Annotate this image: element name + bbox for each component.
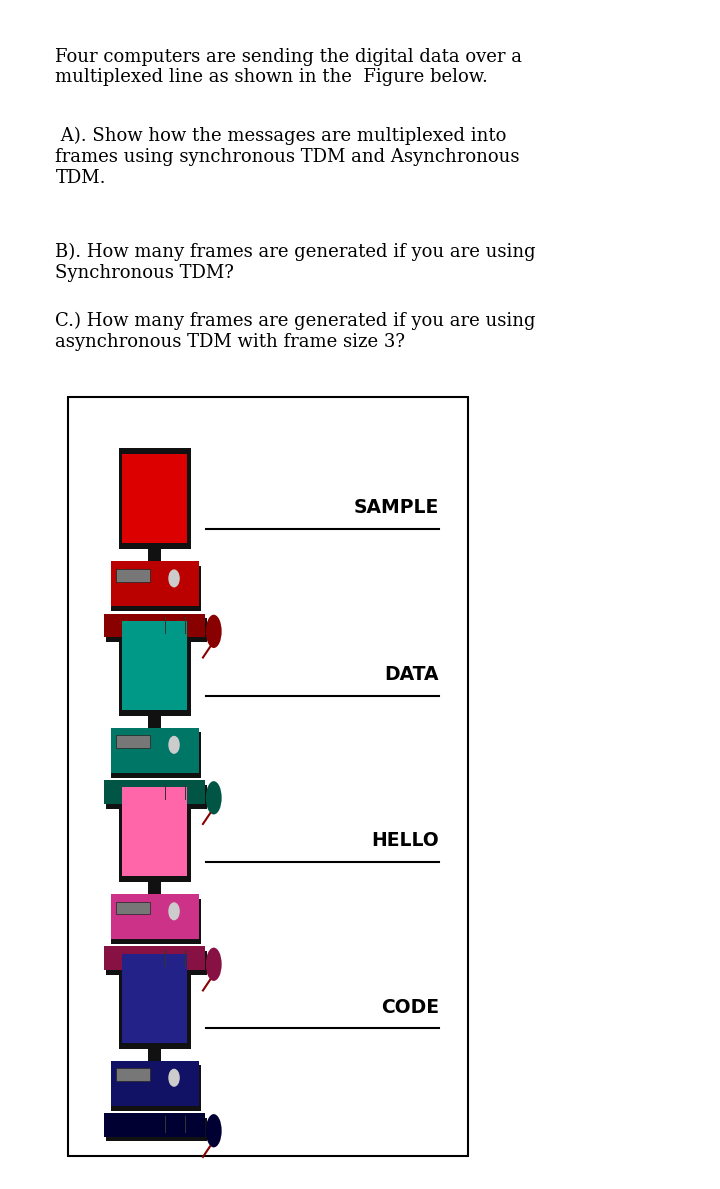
Text: Four computers are sending the digital data over a
multiplexed line as shown in : Four computers are sending the digital d… — [55, 48, 523, 87]
Text: SAMPLE: SAMPLE — [354, 498, 439, 517]
Circle shape — [169, 1069, 179, 1086]
Bar — [111, 1065, 202, 1111]
Bar — [117, 901, 150, 914]
Bar — [104, 614, 205, 637]
Bar — [165, 950, 166, 967]
Bar — [165, 617, 166, 634]
Bar — [68, 397, 468, 1156]
Bar — [104, 780, 205, 804]
Bar — [148, 710, 161, 728]
Ellipse shape — [206, 948, 222, 981]
Circle shape — [169, 902, 179, 919]
Text: C.) How many frames are generated if you are using
asynchronous TDM with frame s: C.) How many frames are generated if you… — [55, 312, 536, 351]
Bar — [165, 784, 166, 800]
Bar — [122, 454, 187, 543]
Bar — [106, 618, 207, 642]
Text: A). Show how the messages are multiplexed into
frames using synchronous TDM and : A). Show how the messages are multiplexe… — [55, 127, 520, 187]
Bar — [117, 568, 150, 581]
Bar — [185, 950, 186, 967]
Bar — [148, 876, 161, 894]
Bar — [122, 621, 187, 710]
Bar — [185, 617, 186, 634]
Bar — [119, 615, 191, 716]
Bar — [122, 787, 187, 876]
Bar — [111, 1061, 199, 1106]
Bar — [104, 1113, 205, 1137]
Bar — [111, 561, 199, 606]
Bar — [111, 732, 202, 778]
Bar — [117, 735, 150, 748]
Circle shape — [169, 570, 179, 586]
Bar — [104, 946, 205, 970]
Text: CODE: CODE — [381, 998, 439, 1017]
Bar — [122, 954, 187, 1043]
Bar — [119, 948, 191, 1049]
Bar — [148, 543, 161, 561]
Bar — [111, 728, 199, 773]
Circle shape — [169, 736, 179, 753]
Bar — [106, 951, 207, 975]
Text: B). How many frames are generated if you are using
Synchronous TDM?: B). How many frames are generated if you… — [55, 243, 536, 282]
Bar — [106, 785, 207, 809]
Bar — [106, 1118, 207, 1141]
Ellipse shape — [206, 1114, 222, 1147]
Bar — [111, 894, 199, 939]
Bar — [185, 784, 186, 800]
Bar — [185, 1116, 186, 1133]
Ellipse shape — [206, 615, 222, 648]
Bar — [165, 1116, 166, 1133]
Text: HELLO: HELLO — [372, 831, 439, 850]
Bar — [111, 899, 202, 944]
Bar — [111, 566, 202, 611]
Bar — [117, 1068, 150, 1081]
Ellipse shape — [206, 781, 222, 814]
Bar — [119, 448, 191, 549]
Bar — [119, 781, 191, 882]
Text: DATA: DATA — [384, 665, 439, 684]
Bar — [148, 1043, 161, 1061]
